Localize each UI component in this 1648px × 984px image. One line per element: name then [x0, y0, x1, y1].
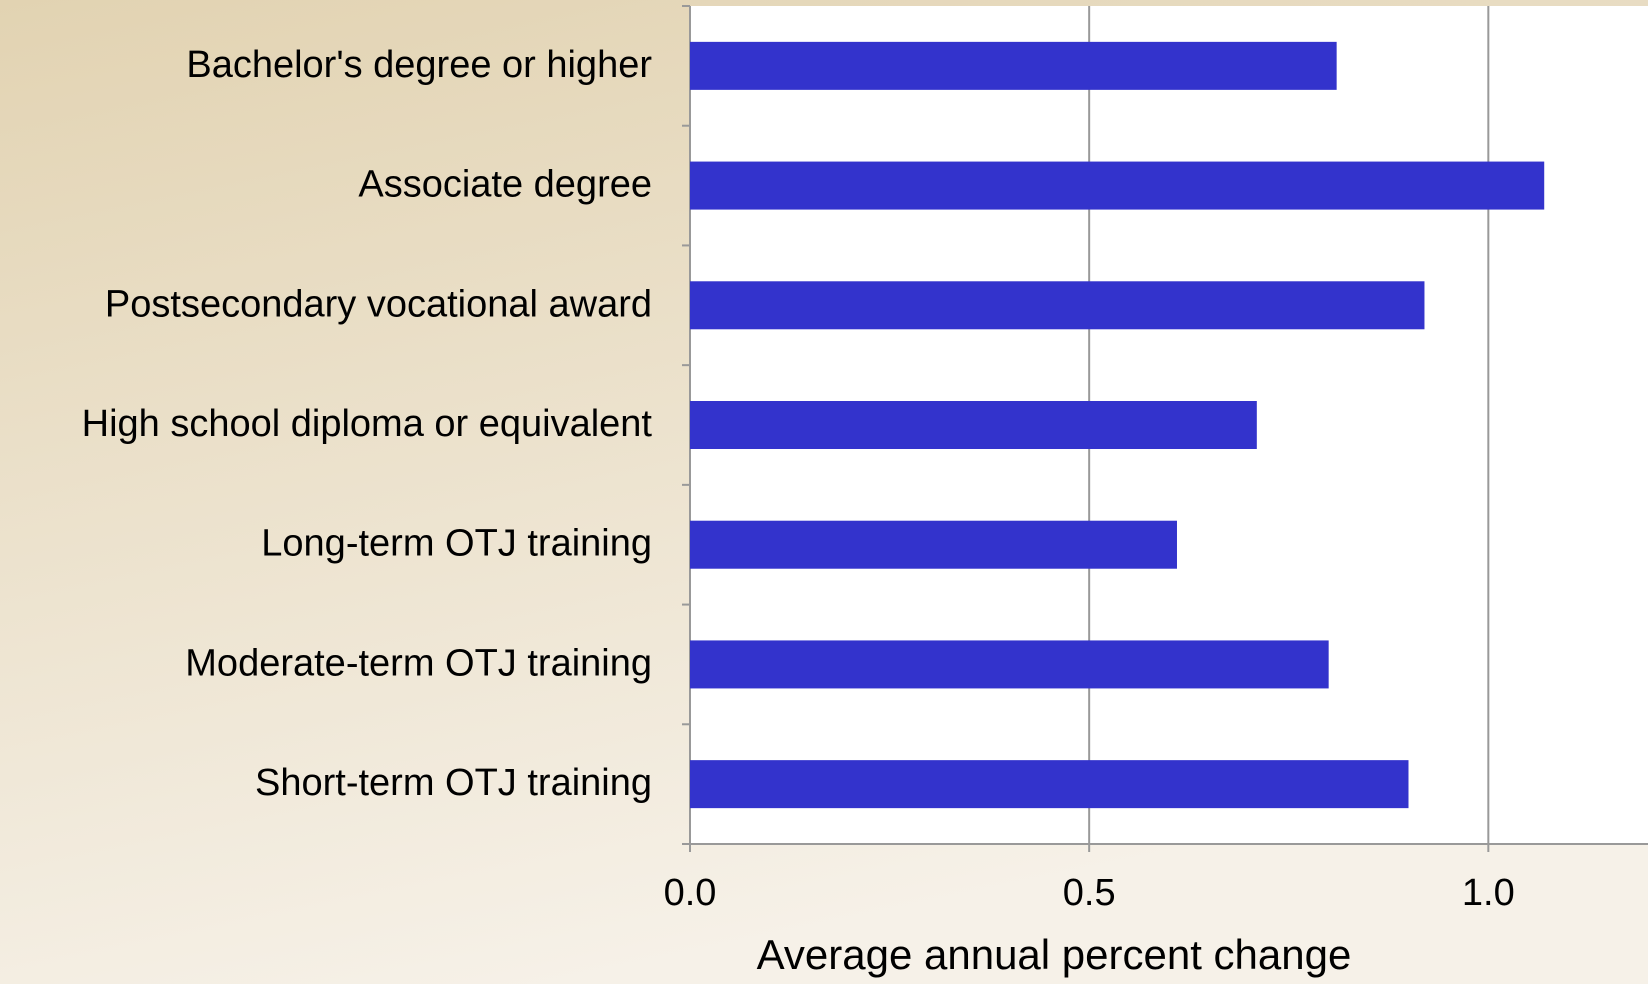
- bar: [690, 41, 1337, 90]
- bar: [690, 640, 1329, 689]
- x-tick-label: 0.0: [664, 872, 717, 914]
- x-tick-label: 0.5: [1063, 872, 1116, 914]
- bar: [690, 760, 1409, 809]
- bar: [690, 161, 1545, 210]
- bar: [690, 401, 1257, 449]
- y-tick-label: Bachelor's degree or higher: [186, 44, 652, 86]
- y-tick-label: Associate degree: [358, 164, 652, 206]
- bar: [690, 520, 1177, 569]
- y-tick-label: Long-term OTJ training: [261, 523, 652, 565]
- bar: [690, 281, 1425, 330]
- y-tick-label: Moderate-term OTJ training: [185, 642, 652, 684]
- y-tick-label: Postsecondary vocational award: [105, 283, 652, 325]
- x-axis-title: Average annual percent change: [757, 931, 1352, 978]
- y-tick-label: Short-term OTJ training: [255, 762, 652, 804]
- y-tick-label: High school diploma or equivalent: [82, 403, 653, 445]
- x-tick-label: 1.0: [1462, 872, 1515, 914]
